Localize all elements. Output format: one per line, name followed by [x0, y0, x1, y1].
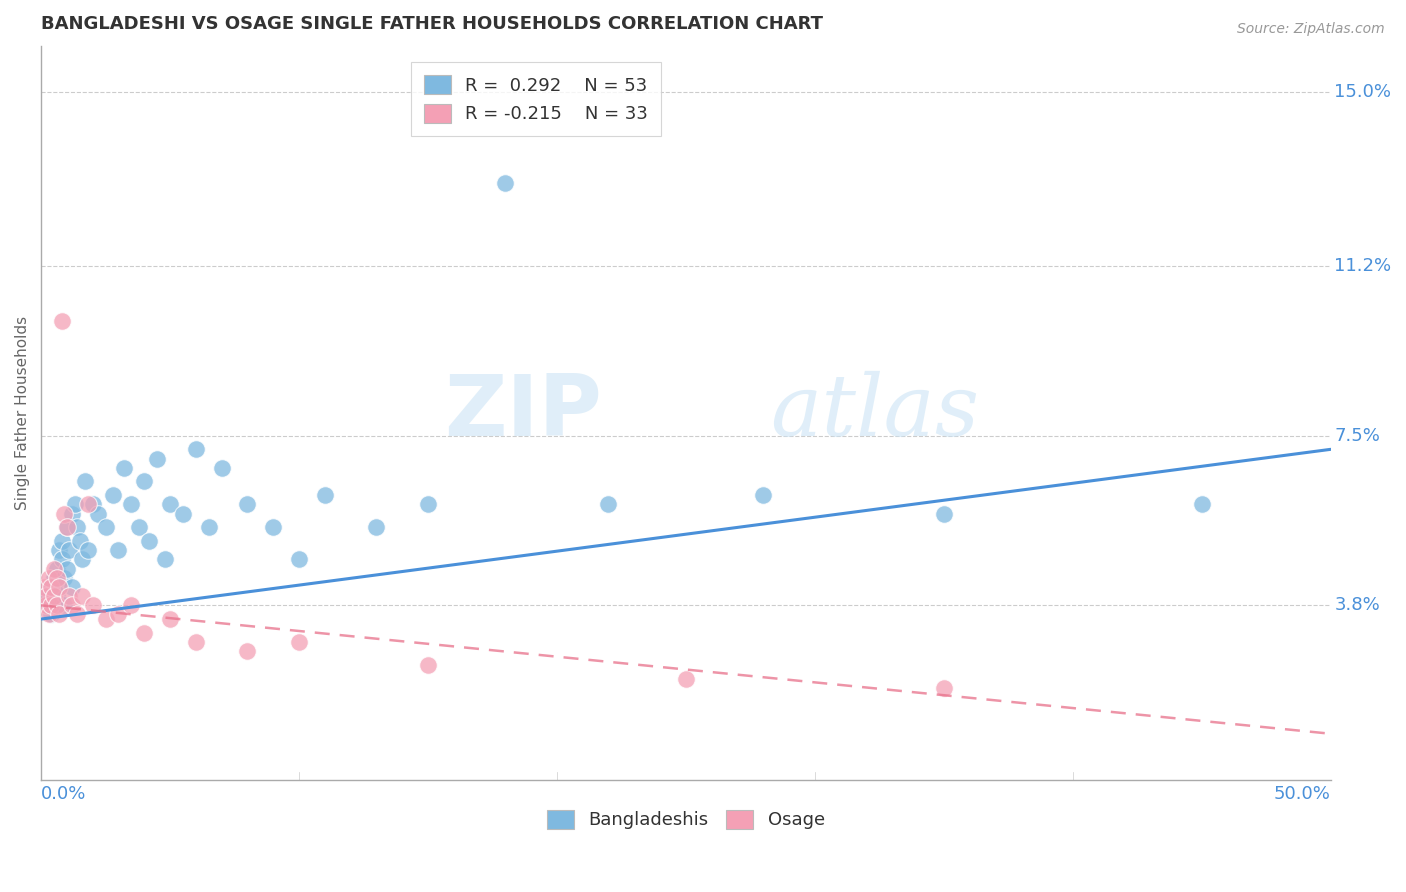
Point — [236, 644, 259, 658]
Point — [72, 589, 94, 603]
Point — [184, 442, 207, 457]
Point — [35, 589, 58, 603]
Point — [416, 497, 439, 511]
Point — [82, 497, 104, 511]
Point — [53, 599, 76, 613]
Y-axis label: Single Father Households: Single Father Households — [15, 316, 30, 509]
Point — [42, 589, 65, 603]
Point — [45, 589, 67, 603]
Point — [159, 497, 181, 511]
Point — [72, 552, 94, 566]
Point — [41, 599, 63, 613]
Point — [51, 534, 73, 549]
Point — [42, 571, 65, 585]
Point — [48, 543, 70, 558]
Point — [112, 460, 135, 475]
Point — [45, 561, 67, 575]
Point — [107, 607, 129, 622]
Point — [94, 520, 117, 534]
Point — [107, 543, 129, 558]
Point — [56, 520, 79, 534]
Point — [128, 520, 150, 534]
Point — [60, 599, 83, 613]
Point — [51, 314, 73, 328]
Point — [48, 580, 70, 594]
Point — [32, 580, 55, 594]
Point — [932, 507, 955, 521]
Point — [58, 543, 80, 558]
Point — [60, 580, 83, 594]
Point — [58, 589, 80, 603]
Point — [45, 599, 67, 613]
Text: 0.0%: 0.0% — [41, 786, 87, 804]
Point — [134, 475, 156, 489]
Point — [56, 520, 79, 534]
Point — [76, 497, 98, 511]
Point — [38, 607, 60, 622]
Point — [94, 612, 117, 626]
Text: 11.2%: 11.2% — [1334, 257, 1392, 275]
Point — [53, 571, 76, 585]
Point — [598, 497, 620, 511]
Point — [159, 612, 181, 626]
Point — [35, 589, 58, 603]
Point — [134, 625, 156, 640]
Point — [51, 552, 73, 566]
Point — [48, 607, 70, 622]
Point — [197, 520, 219, 534]
Point — [42, 561, 65, 575]
Point — [63, 497, 86, 511]
Point — [41, 580, 63, 594]
Point — [932, 681, 955, 695]
Point — [69, 534, 91, 549]
Point — [41, 580, 63, 594]
Text: 3.8%: 3.8% — [1334, 596, 1381, 615]
Point — [66, 607, 89, 622]
Point — [288, 552, 311, 566]
Point — [262, 520, 284, 534]
Point — [366, 520, 388, 534]
Point — [120, 599, 142, 613]
Point — [38, 599, 60, 613]
Point — [48, 580, 70, 594]
Point — [41, 607, 63, 622]
Point — [288, 635, 311, 649]
Point — [35, 599, 58, 613]
Point — [172, 507, 194, 521]
Point — [146, 451, 169, 466]
Point — [73, 475, 96, 489]
Point — [82, 599, 104, 613]
Text: 7.5%: 7.5% — [1334, 426, 1381, 444]
Point — [1191, 497, 1213, 511]
Point — [53, 507, 76, 521]
Point — [103, 488, 125, 502]
Point — [60, 507, 83, 521]
Text: BANGLADESHI VS OSAGE SINGLE FATHER HOUSEHOLDS CORRELATION CHART: BANGLADESHI VS OSAGE SINGLE FATHER HOUSE… — [41, 15, 823, 33]
Point — [153, 552, 176, 566]
Legend: Bangladeshis, Osage: Bangladeshis, Osage — [540, 802, 832, 837]
Text: atlas: atlas — [769, 371, 979, 454]
Point — [45, 571, 67, 585]
Point — [314, 488, 336, 502]
Point — [752, 488, 775, 502]
Point — [38, 571, 60, 585]
Point — [236, 497, 259, 511]
Point — [56, 561, 79, 575]
Point — [66, 520, 89, 534]
Point — [211, 460, 233, 475]
Text: 50.0%: 50.0% — [1274, 786, 1330, 804]
Point — [675, 672, 697, 686]
Point — [42, 599, 65, 613]
Point — [184, 635, 207, 649]
Point — [87, 507, 110, 521]
Point — [76, 543, 98, 558]
Text: 15.0%: 15.0% — [1334, 83, 1392, 101]
Point — [494, 176, 516, 190]
Point — [416, 657, 439, 672]
Text: ZIP: ZIP — [444, 371, 602, 454]
Point — [138, 534, 160, 549]
Text: Source: ZipAtlas.com: Source: ZipAtlas.com — [1237, 22, 1385, 37]
Point — [120, 497, 142, 511]
